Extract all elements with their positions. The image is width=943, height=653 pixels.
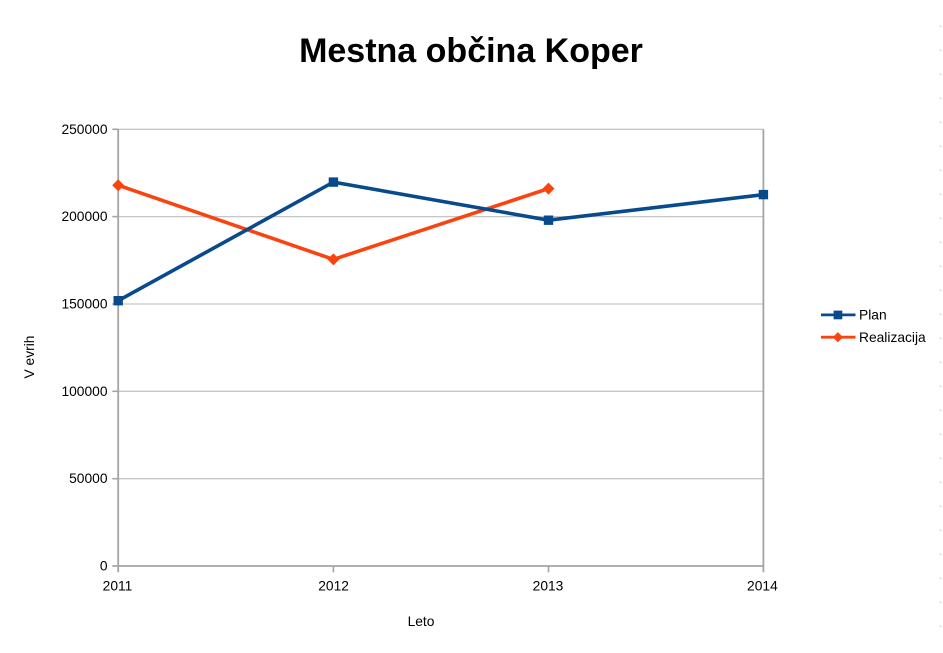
- svg-text:V evrih: V evrih: [22, 336, 37, 379]
- svg-text:50000: 50000: [69, 471, 108, 486]
- svg-text:2012: 2012: [318, 579, 349, 594]
- svg-text:Leto: Leto: [408, 614, 435, 629]
- svg-text:100000: 100000: [61, 384, 107, 399]
- svg-text:2011: 2011: [103, 579, 133, 594]
- svg-text:150000: 150000: [61, 297, 107, 312]
- svg-text:2013: 2013: [533, 579, 564, 594]
- svg-text:250000: 250000: [61, 122, 107, 137]
- svg-text:200000: 200000: [61, 209, 107, 224]
- svg-text:Realizacija: Realizacija: [859, 330, 926, 345]
- svg-text:Plan: Plan: [859, 308, 887, 323]
- svg-text:0: 0: [100, 559, 108, 574]
- svg-text:2014: 2014: [747, 579, 778, 594]
- svg-text:Mestna občina Koper: Mestna občina Koper: [299, 32, 643, 70]
